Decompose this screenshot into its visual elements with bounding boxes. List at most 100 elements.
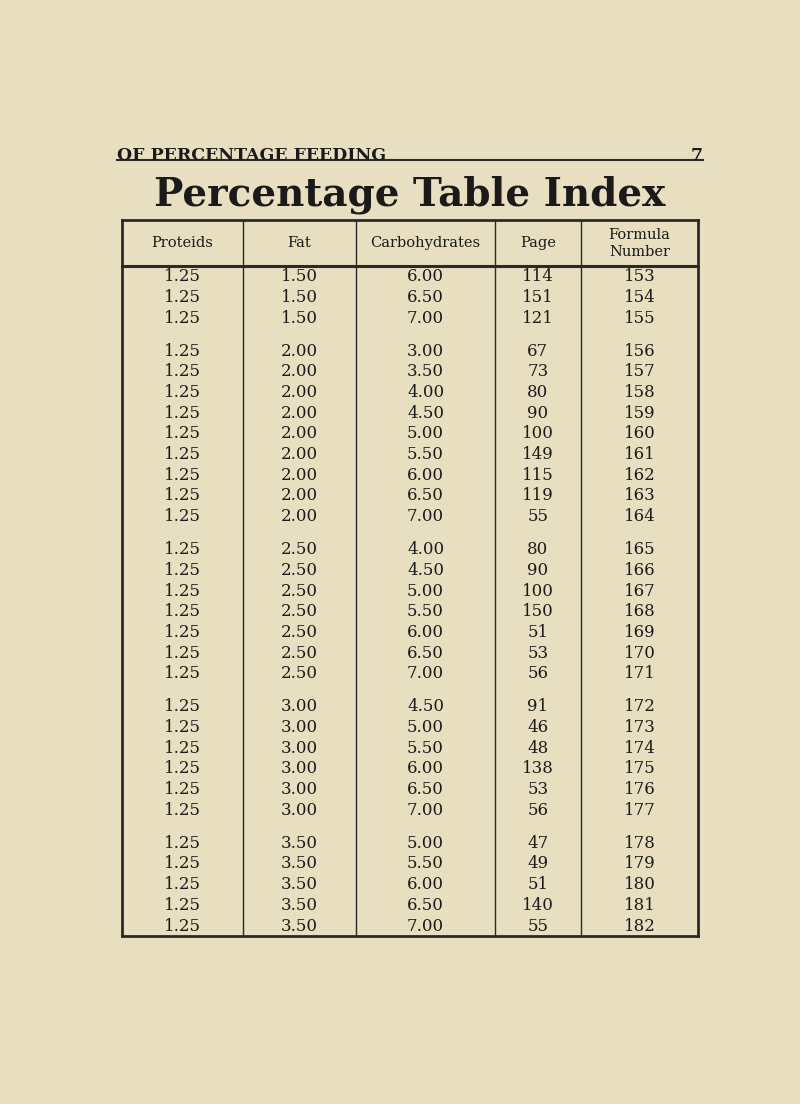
- Text: 4.50: 4.50: [407, 562, 444, 578]
- Text: 1.25: 1.25: [164, 877, 201, 893]
- Text: 55: 55: [527, 508, 548, 526]
- Text: 2.00: 2.00: [281, 508, 318, 526]
- Text: 164: 164: [623, 508, 655, 526]
- Text: 177: 177: [623, 802, 655, 819]
- Text: 6.50: 6.50: [407, 781, 444, 798]
- Text: 3.00: 3.00: [281, 781, 318, 798]
- Text: 173: 173: [623, 719, 655, 736]
- Text: 1.25: 1.25: [164, 342, 201, 360]
- Text: 1.50: 1.50: [281, 310, 318, 327]
- Text: 6.00: 6.00: [407, 268, 444, 285]
- Text: Number: Number: [609, 245, 670, 258]
- Text: 2.50: 2.50: [281, 645, 318, 661]
- Text: 172: 172: [623, 699, 655, 715]
- Text: 3.50: 3.50: [407, 363, 444, 381]
- Text: 2.00: 2.00: [281, 488, 318, 505]
- Text: 80: 80: [527, 541, 549, 559]
- Text: 157: 157: [623, 363, 655, 381]
- Text: 1.25: 1.25: [164, 719, 201, 736]
- Text: 56: 56: [527, 802, 548, 819]
- Text: 53: 53: [527, 781, 549, 798]
- Text: 160: 160: [623, 425, 655, 443]
- Text: 174: 174: [623, 740, 655, 756]
- Text: 5.50: 5.50: [407, 856, 444, 872]
- Text: 1.50: 1.50: [281, 268, 318, 285]
- Text: 5.50: 5.50: [407, 446, 444, 463]
- Text: 100: 100: [522, 583, 554, 599]
- Text: 1.25: 1.25: [164, 363, 201, 381]
- Text: 168: 168: [623, 603, 655, 620]
- Text: 115: 115: [522, 467, 554, 484]
- Text: 56: 56: [527, 666, 548, 682]
- Text: 159: 159: [623, 405, 655, 422]
- Text: 1.25: 1.25: [164, 562, 201, 578]
- Text: 1.25: 1.25: [164, 583, 201, 599]
- Text: 2.50: 2.50: [281, 624, 318, 641]
- Text: 182: 182: [623, 917, 655, 934]
- Text: 181: 181: [623, 896, 655, 914]
- Text: 3.00: 3.00: [281, 761, 318, 777]
- Text: 49: 49: [527, 856, 549, 872]
- Text: 155: 155: [623, 310, 655, 327]
- Text: 1.25: 1.25: [164, 488, 201, 505]
- Text: 1.25: 1.25: [164, 446, 201, 463]
- Text: 2.00: 2.00: [281, 425, 318, 443]
- Text: 121: 121: [522, 310, 554, 327]
- Text: 5.50: 5.50: [407, 740, 444, 756]
- Text: 1.25: 1.25: [164, 384, 201, 401]
- Text: Page: Page: [520, 236, 556, 251]
- Text: 151: 151: [522, 289, 554, 306]
- Text: 1.25: 1.25: [164, 310, 201, 327]
- Text: 156: 156: [623, 342, 655, 360]
- Text: 6.50: 6.50: [407, 488, 444, 505]
- Text: 170: 170: [623, 645, 655, 661]
- Text: 162: 162: [623, 467, 655, 484]
- Text: 1.25: 1.25: [164, 835, 201, 852]
- Text: 1.25: 1.25: [164, 802, 201, 819]
- Text: 5.00: 5.00: [407, 835, 444, 852]
- Text: 175: 175: [623, 761, 655, 777]
- Text: 140: 140: [522, 896, 554, 914]
- Text: 1.25: 1.25: [164, 856, 201, 872]
- Text: 2.00: 2.00: [281, 384, 318, 401]
- Text: 1.25: 1.25: [164, 666, 201, 682]
- Text: 1.25: 1.25: [164, 268, 201, 285]
- Text: 2.00: 2.00: [281, 467, 318, 484]
- Text: 2.00: 2.00: [281, 363, 318, 381]
- Text: 1.25: 1.25: [164, 508, 201, 526]
- Text: 6.00: 6.00: [407, 624, 444, 641]
- Text: 2.50: 2.50: [281, 562, 318, 578]
- Text: 2.50: 2.50: [281, 603, 318, 620]
- Text: 3.00: 3.00: [281, 802, 318, 819]
- Text: 169: 169: [623, 624, 655, 641]
- Text: 158: 158: [623, 384, 655, 401]
- Text: 90: 90: [527, 562, 549, 578]
- Text: 46: 46: [527, 719, 549, 736]
- Text: Carbohydrates: Carbohydrates: [370, 236, 481, 251]
- Text: 2.50: 2.50: [281, 541, 318, 559]
- Text: 6.00: 6.00: [407, 877, 444, 893]
- Text: 5.50: 5.50: [407, 603, 444, 620]
- Text: 1.25: 1.25: [164, 603, 201, 620]
- Text: 1.25: 1.25: [164, 645, 201, 661]
- Text: Percentage Table Index: Percentage Table Index: [154, 176, 666, 214]
- Text: 4.50: 4.50: [407, 699, 444, 715]
- Text: 1.25: 1.25: [164, 917, 201, 934]
- Text: 138: 138: [522, 761, 554, 777]
- Text: 4.50: 4.50: [407, 405, 444, 422]
- Text: 6.50: 6.50: [407, 645, 444, 661]
- Text: 119: 119: [522, 488, 554, 505]
- Text: 5.00: 5.00: [407, 425, 444, 443]
- Text: 7.00: 7.00: [407, 802, 444, 819]
- Text: 161: 161: [623, 446, 655, 463]
- Text: 3.00: 3.00: [281, 699, 318, 715]
- Text: 3.00: 3.00: [281, 719, 318, 736]
- Text: OF PERCENTAGE FEEDING: OF PERCENTAGE FEEDING: [117, 147, 386, 164]
- Text: 178: 178: [623, 835, 655, 852]
- Text: 48: 48: [527, 740, 549, 756]
- Text: 5.00: 5.00: [407, 583, 444, 599]
- Text: 4.00: 4.00: [407, 541, 444, 559]
- Text: 53: 53: [527, 645, 549, 661]
- Text: 3.00: 3.00: [407, 342, 444, 360]
- Text: 3.50: 3.50: [281, 917, 318, 934]
